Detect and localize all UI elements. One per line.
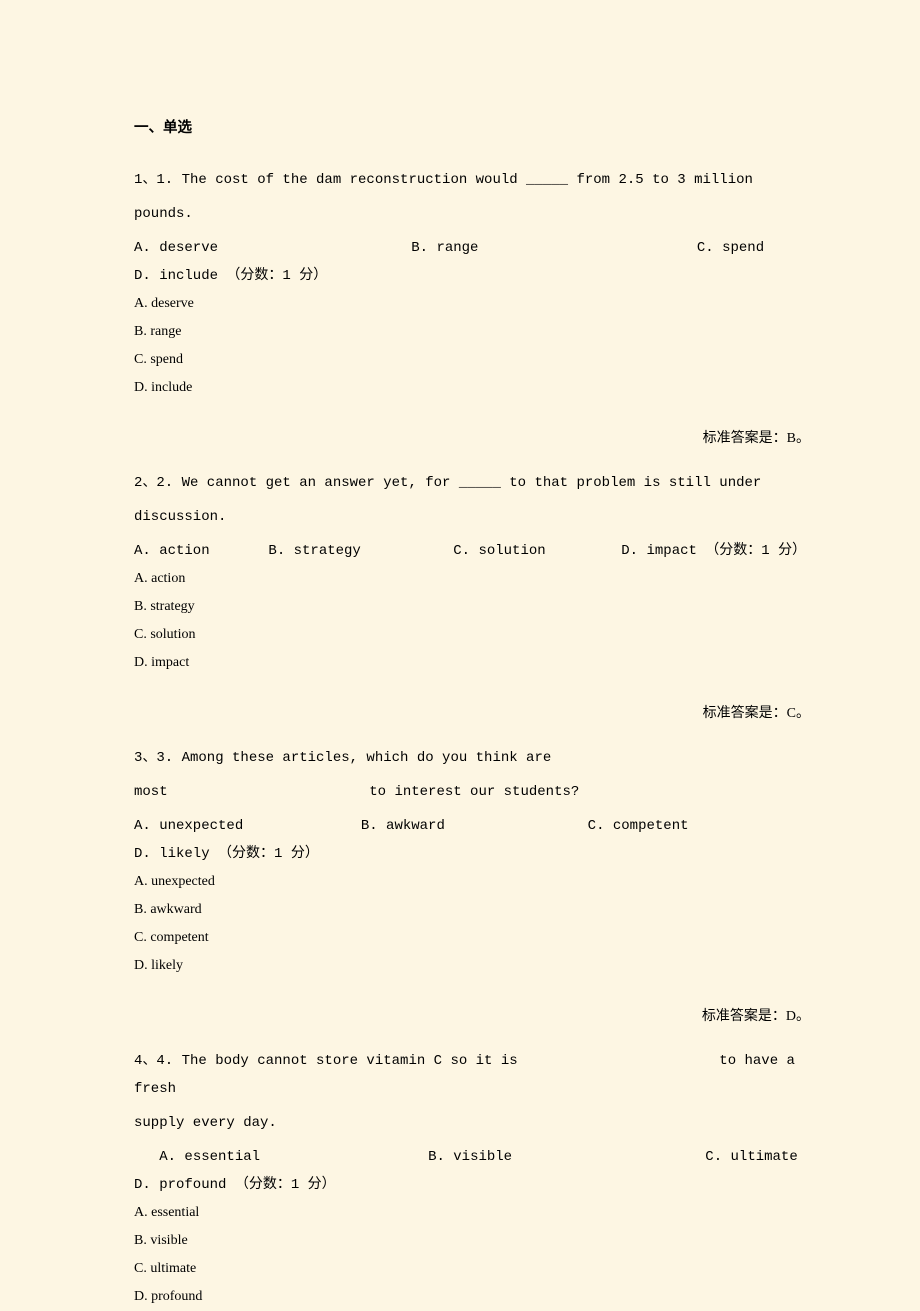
question-2-option-d: D. impact — [134, 649, 810, 677]
question-3-option-b: B. awkward — [134, 896, 810, 924]
question-1-option-list: A. deserve B. range C. spend D. include — [134, 290, 810, 402]
question-3-text-line2: most to interest our students? — [134, 778, 810, 806]
question-4-option-a: A. essential — [134, 1199, 810, 1227]
question-3-option-c: C. competent — [134, 924, 810, 952]
question-2-option-list: A. action B. strategy C. solution D. imp… — [134, 565, 810, 677]
question-1-option-d: D. include — [134, 374, 810, 402]
question-3-option-list: A. unexpected B. awkward C. competent D.… — [134, 868, 810, 980]
question-1-option-c: C. spend — [134, 346, 810, 374]
question-1-inline-options: A. deserve B. range C. spend D. include … — [134, 234, 810, 290]
question-1-answer: 标准答案是：B。 — [134, 428, 810, 449]
question-2-text-line1: 2、2. We cannot get an answer yet, for __… — [134, 469, 810, 497]
section-header: 一、单选 — [134, 118, 810, 140]
question-2-inline-options: A. action B. strategy C. solution D. imp… — [134, 537, 810, 565]
question-4: 4、4. The body cannot store vitamin C so … — [134, 1047, 810, 1311]
question-4-option-c: C. ultimate — [134, 1255, 810, 1283]
question-4-option-d: D. profound — [134, 1283, 810, 1311]
question-2-option-b: B. strategy — [134, 593, 810, 621]
question-1: 1、1. The cost of the dam reconstruction … — [134, 166, 810, 402]
question-3-text-line1: 3、3. Among these articles, which do you … — [134, 744, 810, 772]
question-3: 3、3. Among these articles, which do you … — [134, 744, 810, 980]
question-3-answer: 标准答案是：D。 — [134, 1006, 810, 1027]
question-2: 2、2. We cannot get an answer yet, for __… — [134, 469, 810, 677]
question-4-text-line2: supply every day. — [134, 1109, 810, 1137]
question-1-text-line1: 1、1. The cost of the dam reconstruction … — [134, 166, 810, 194]
question-4-option-b: B. visible — [134, 1227, 810, 1255]
question-4-text-line1: 4、4. The body cannot store vitamin C so … — [134, 1047, 810, 1103]
question-1-option-a: A. deserve — [134, 290, 810, 318]
question-1-text-line2: pounds. — [134, 200, 810, 228]
question-3-inline-options: A. unexpected B. awkward C. competent D.… — [134, 812, 810, 868]
question-1-option-b: B. range — [134, 318, 810, 346]
question-4-inline-options: A. essential B. visible C. ultimate D. p… — [134, 1143, 810, 1199]
question-2-option-c: C. solution — [134, 621, 810, 649]
question-3-option-a: A. unexpected — [134, 868, 810, 896]
question-2-answer: 标准答案是：C。 — [134, 703, 810, 724]
question-2-text-line2: discussion. — [134, 503, 810, 531]
question-2-option-a: A. action — [134, 565, 810, 593]
question-3-option-d: D. likely — [134, 952, 810, 980]
question-4-option-list: A. essential B. visible C. ultimate D. p… — [134, 1199, 810, 1311]
